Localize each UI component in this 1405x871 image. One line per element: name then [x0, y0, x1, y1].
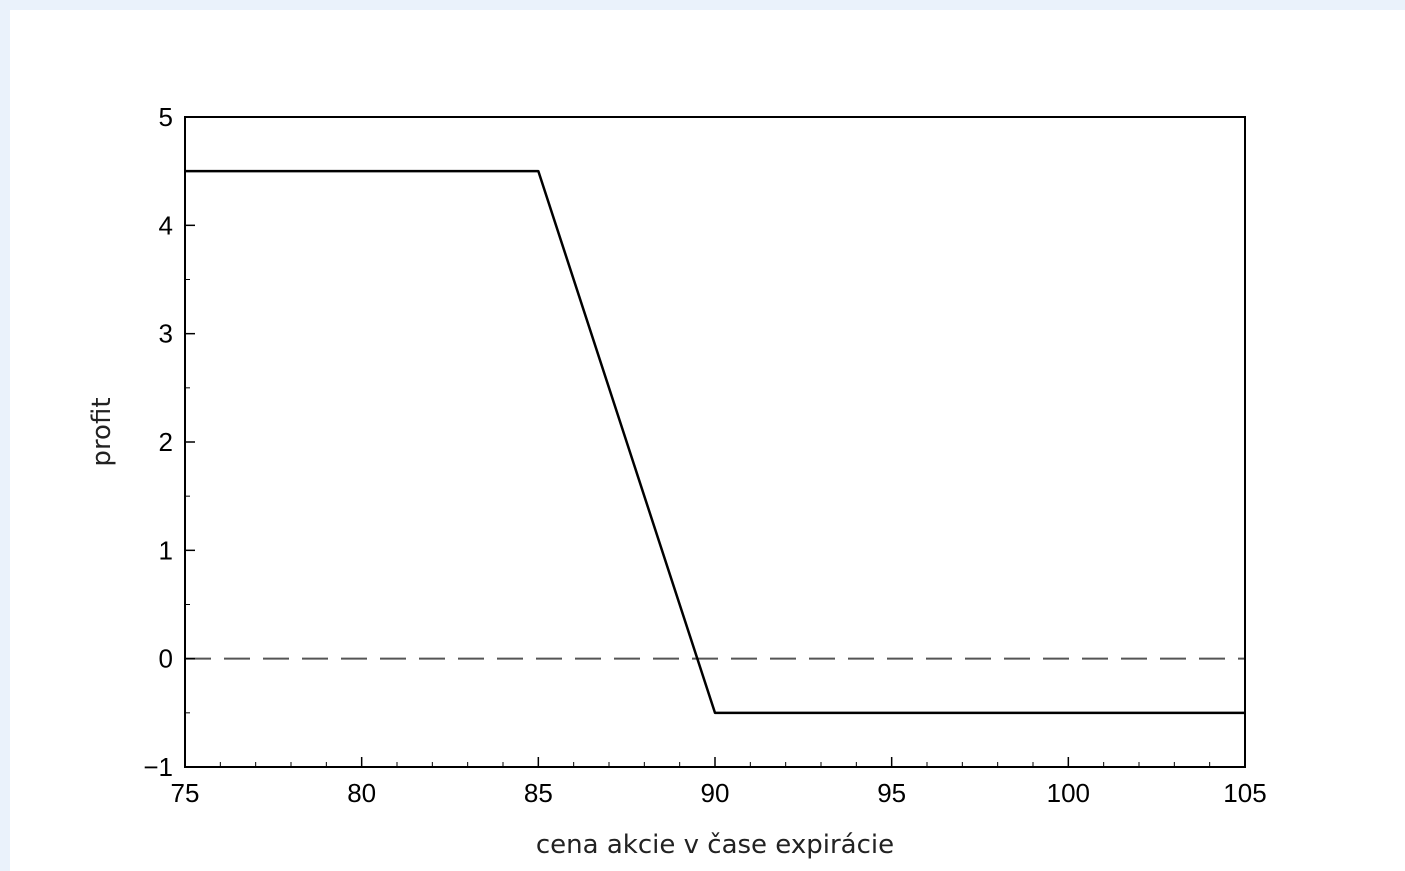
- chart-frame: 75 80 85 90 95 100 105 −1 0 1 2 3 4 5 cena akcie v ča…: [10, 10, 1405, 871]
- x-tick-label: 105: [1223, 778, 1266, 808]
- x-tick-label: 85: [524, 778, 553, 808]
- x-tick-label: 80: [347, 778, 376, 808]
- profit-chart: 75 80 85 90 95 100 105 −1 0 1 2 3 4 5 cena akcie v ča…: [87, 102, 1267, 860]
- plot-area-border: [184, 116, 1246, 768]
- x-tick-label: 90: [701, 778, 730, 808]
- tick-labels: 75 80 85 90 95 100 105 −1 0 1 2 3 4 5: [143, 102, 1266, 808]
- y-tick-label: 2: [159, 427, 173, 457]
- y-tick-label: 1: [159, 535, 173, 565]
- x-tick-label: 100: [1047, 778, 1090, 808]
- y-tick-label: 3: [159, 319, 173, 349]
- y-tick-label: −1: [143, 752, 173, 782]
- y-tick-label: 4: [159, 210, 173, 240]
- y-tick-label: 0: [159, 644, 173, 674]
- y-tick-label: 5: [159, 102, 173, 132]
- x-axis-label: cena akcie v čase expirácie: [536, 830, 894, 860]
- x-tick-label: 75: [171, 778, 200, 808]
- x-tick-label: 95: [877, 778, 906, 808]
- series-layer: [185, 169, 1245, 715]
- y-axis-label: profit: [87, 397, 117, 466]
- ticks-layer: [184, 116, 1246, 768]
- series-line-0: [185, 169, 1245, 715]
